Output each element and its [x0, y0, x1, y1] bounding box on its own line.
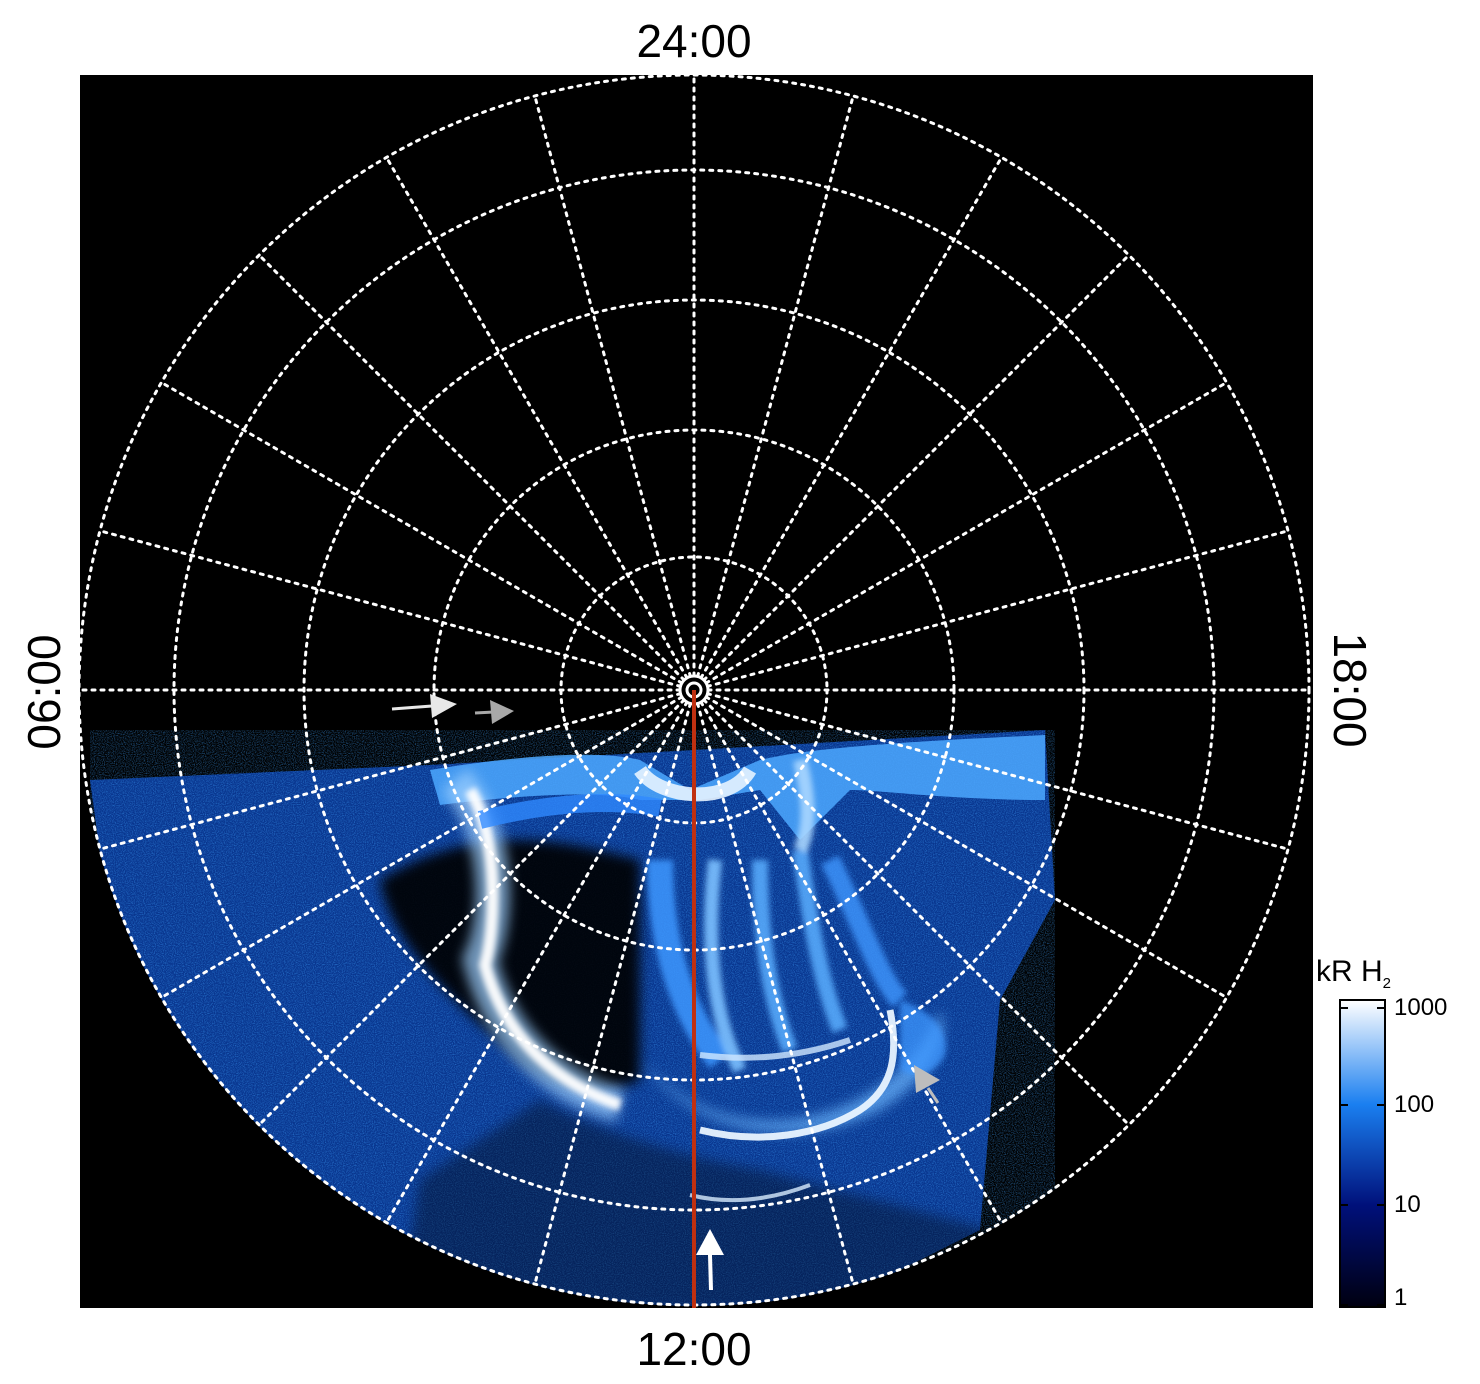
grid-meridian: [533, 702, 692, 1286]
grid-meridian: [533, 94, 692, 678]
grid-meridian: [696, 702, 855, 1286]
local-time-label-bottom: 12:00: [636, 1323, 752, 1375]
left-arc-top: [477, 794, 662, 829]
arrow-grey-right: [914, 1065, 940, 1104]
local-time-label-right: 18:00: [1324, 632, 1376, 748]
arrow-white-left: [391, 694, 457, 718]
grid-meridian: [702, 698, 1131, 1127]
lower-oval-core: [699, 1009, 898, 1141]
right-blob: [900, 1000, 946, 1075]
colorbar: [1339, 999, 1386, 1308]
lower-rim-arc: [689, 1183, 811, 1203]
grid-meridian: [702, 253, 1131, 682]
colorbar-tick-label: 1: [1394, 1284, 1408, 1311]
grid-meridian: [257, 698, 686, 1127]
grid-meridian: [159, 381, 684, 685]
colorbar-title: kR H2: [1316, 955, 1392, 992]
emission-layer: [90, 730, 1055, 1306]
grid-meridian: [385, 155, 689, 680]
local-time-label-top: 24:00: [636, 15, 752, 67]
dark-region: [400, 1100, 1000, 1306]
grid-meridian: [699, 155, 1003, 680]
left-bright-arc-core: [464, 786, 622, 1111]
grid-meridian: [706, 529, 1290, 688]
grid-meridian: [704, 381, 1229, 685]
arrow-white-bottom: [696, 1229, 724, 1291]
lower-oval-core: [699, 1037, 851, 1061]
colorbar-tick-label: 100: [1394, 1091, 1435, 1118]
grid-meridian: [385, 700, 689, 1225]
arrow-grey-left: [474, 700, 514, 724]
colorbar-ticks: [1340, 1007, 1385, 1306]
grid-meridian: [696, 94, 855, 678]
colorbar-tick-label: 1000: [1394, 994, 1448, 1021]
local-time-label-left: 06:00: [18, 634, 70, 750]
grid-meridian: [704, 695, 1229, 999]
grid-meridian: [257, 253, 686, 682]
grid-meridian: [159, 695, 684, 999]
dark-region: [380, 840, 640, 1091]
grid-meridian: [706, 692, 1290, 851]
colorbar-tick-label: 10: [1394, 1191, 1421, 1218]
grid-meridian: [699, 700, 1003, 1225]
grid-meridian: [98, 692, 682, 851]
grid-meridian: [98, 529, 682, 688]
